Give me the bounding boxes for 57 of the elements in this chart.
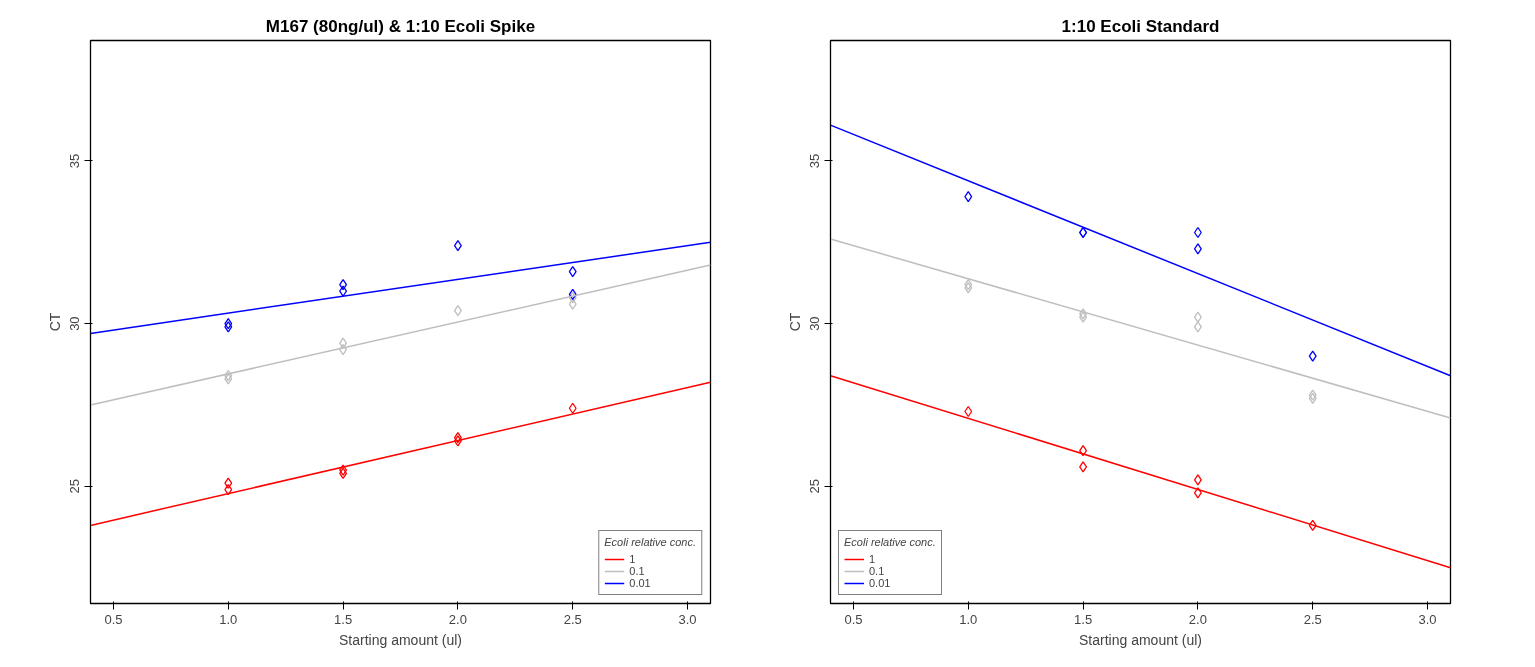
point xyxy=(224,373,233,385)
point xyxy=(339,337,348,349)
x-tick-label: 2.0 xyxy=(448,611,467,627)
x-tick-label: 2.0 xyxy=(1188,611,1207,627)
y-tick-label: 30 xyxy=(67,316,83,331)
point xyxy=(1193,474,1202,486)
x-tick-label: 1.0 xyxy=(959,611,978,627)
point xyxy=(224,477,233,489)
y-tick-label: 35 xyxy=(67,153,83,169)
legend-label: 0.01 xyxy=(869,577,891,589)
point xyxy=(1308,350,1317,362)
point xyxy=(1193,321,1202,333)
point xyxy=(1193,311,1202,323)
point xyxy=(1079,308,1088,320)
legend-label: 0.1 xyxy=(869,565,886,577)
x-tick-label: 0.5 xyxy=(844,611,863,627)
chart-title: M167 (80ng/ul) & 1:10 Ecoli Spike xyxy=(265,16,536,36)
legend-label: 0.01 xyxy=(629,577,651,589)
point xyxy=(453,435,462,447)
point xyxy=(1079,461,1088,473)
x-tick-label: 1.5 xyxy=(1074,611,1093,627)
x-axis-title: Starting amount (ul) xyxy=(1079,631,1202,648)
legend-title: Ecoli relative conc. xyxy=(604,536,696,548)
point xyxy=(1193,487,1202,499)
y-axis-title: CT xyxy=(46,312,63,332)
point xyxy=(568,288,577,300)
x-axis-title: Starting amount (ul) xyxy=(339,631,462,648)
point xyxy=(1308,389,1317,401)
x-tick-label: 3.0 xyxy=(1418,611,1437,627)
legend-label: 1 xyxy=(629,553,637,565)
point xyxy=(964,282,973,294)
point xyxy=(339,285,348,297)
point xyxy=(1193,243,1202,255)
point xyxy=(568,298,577,310)
point xyxy=(568,402,577,414)
x-tick-label: 2.5 xyxy=(1303,611,1322,627)
point xyxy=(224,321,233,333)
point xyxy=(339,344,348,356)
point xyxy=(339,467,348,479)
y-tick-label: 30 xyxy=(807,316,823,331)
y-axis-title: CT xyxy=(786,312,803,332)
x-tick-label: 2.5 xyxy=(563,611,582,627)
point xyxy=(224,370,233,382)
point xyxy=(964,191,973,203)
x-tick-label: 1.0 xyxy=(219,611,238,627)
legend-label: 1 xyxy=(869,553,877,565)
x-tick-label: 0.5 xyxy=(104,611,123,627)
point xyxy=(1079,311,1088,323)
legend-label: 0.1 xyxy=(629,565,646,577)
legend-title: Ecoli relative conc. xyxy=(844,536,936,548)
x-tick-label: 3.0 xyxy=(678,611,697,627)
y-tick-label: 35 xyxy=(807,153,823,169)
point xyxy=(339,464,348,476)
y-tick-label: 25 xyxy=(807,479,823,494)
x-tick-label: 1.5 xyxy=(334,611,353,627)
chart-title: 1:10 Ecoli Standard xyxy=(1061,16,1220,36)
y-tick-label: 25 xyxy=(67,479,83,494)
